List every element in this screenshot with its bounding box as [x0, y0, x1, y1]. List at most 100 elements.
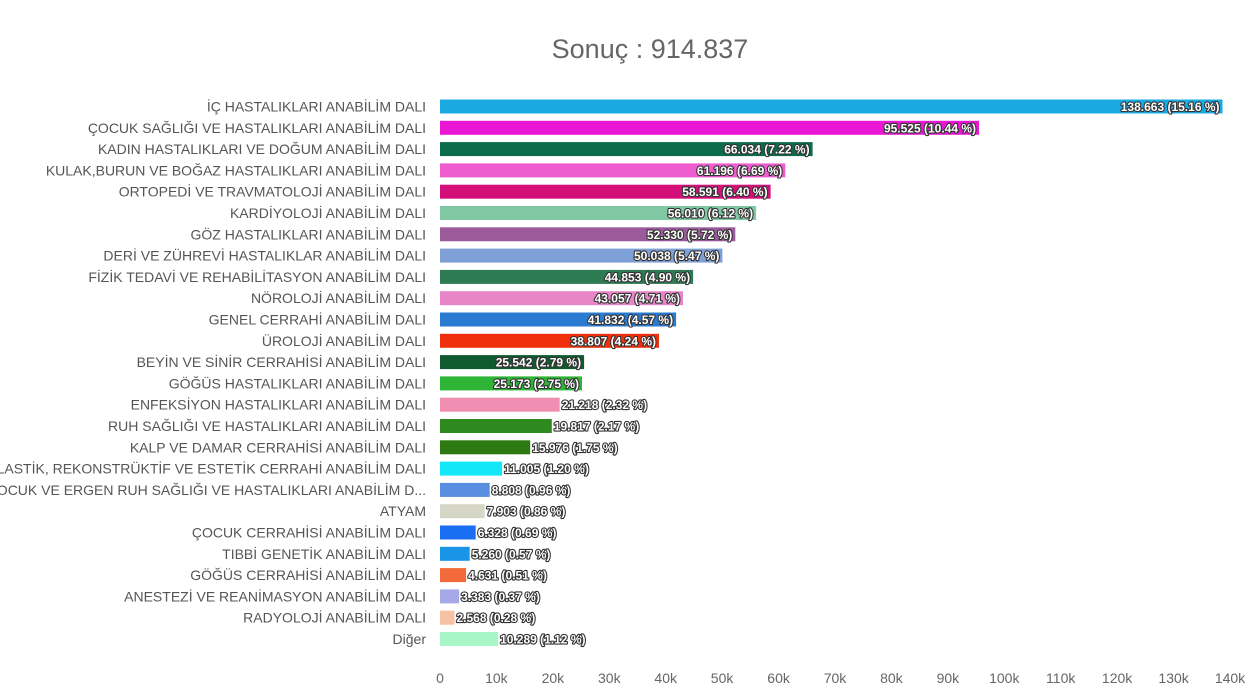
data-label: 56.010 (6.12 %): [668, 207, 753, 221]
data-label: 66.034 (7.22 %): [724, 143, 809, 157]
category-label: İÇ HASTALIKLARI ANABİLİM DALI: [207, 98, 426, 115]
bar[interactable]: [440, 610, 455, 625]
bar[interactable]: [440, 227, 736, 242]
bar[interactable]: [440, 546, 470, 561]
category-label: GÖĞÜS CERRAHİSİ ANABİLİM DALI: [190, 566, 426, 583]
data-label: 15.976 (1.75 %): [532, 441, 617, 455]
data-label: 3.383 (0.37 %): [461, 590, 540, 604]
category-label: ATYAM: [380, 503, 426, 519]
bar[interactable]: [440, 589, 460, 604]
data-label: 21.218 (2.32 %): [562, 398, 647, 412]
category-label: FİZİK TEDAVİ VE REHABİLİTASYON ANABİLİM …: [88, 268, 426, 285]
bar[interactable]: [440, 248, 723, 263]
bar[interactable]: [440, 312, 677, 327]
data-label: 7.903 (0.86 %): [487, 505, 566, 519]
bar[interactable]: [440, 163, 786, 178]
bar[interactable]: [440, 632, 499, 646]
category-label: RADYOLOJİ ANABİLİM DALI: [243, 609, 426, 626]
bar[interactable]: [440, 291, 683, 306]
data-label: 61.196 (6.69 %): [697, 164, 782, 178]
data-label: 19.817 (2.17 %): [554, 420, 639, 434]
category-label: KULAK,BURUN VE BOĞAZ HASTALIKLARI ANABİL…: [46, 161, 426, 178]
x-tick-label: 100k: [989, 670, 1020, 686]
bar[interactable]: [440, 206, 757, 220]
category-label: TIBBİ GENETİK ANABİLİM DALI: [222, 545, 426, 562]
x-tick-label: 40k: [654, 670, 678, 686]
category-label: GÖZ HASTALIKLARI ANABİLİM DALI: [191, 225, 426, 242]
bar[interactable]: [440, 461, 503, 476]
x-tick-label: 90k: [937, 670, 961, 686]
data-label: 6.328 (0.69 %): [478, 526, 557, 540]
bar[interactable]: [440, 184, 771, 199]
data-label: 52.330 (5.72 %): [647, 228, 732, 242]
data-label: 43.057 (4.71 %): [595, 292, 680, 306]
category-label: GÖĞÜS HASTALIKLARI ANABİLİM DALI: [169, 374, 426, 391]
bars-layer: [440, 99, 1223, 646]
category-label: Diğer: [393, 631, 427, 647]
x-tick-label: 140k: [1215, 670, 1246, 686]
bar[interactable]: [440, 333, 659, 348]
bar[interactable]: [440, 525, 476, 540]
category-label: ENFEKSİYON HASTALIKLARI ANABİLİM DALI: [131, 396, 426, 413]
bar[interactable]: [440, 142, 813, 157]
x-tick-label: 10k: [485, 670, 509, 686]
x-tick-label: 130k: [1158, 670, 1189, 686]
category-label: RUH SAĞLIĞI VE HASTALIKLARI ANABİLİM DAL…: [108, 417, 426, 434]
data-label: 25.173 (2.75 %): [494, 377, 579, 391]
category-label: ÜROLOJİ ANABİLİM DALI: [262, 332, 426, 349]
bar[interactable]: [440, 376, 582, 391]
category-label: KALP VE DAMAR CERRAHİSİ ANABİLİM DALI: [130, 438, 426, 455]
category-label: ÇOCUK CERRAHİSİ ANABİLİM DALI: [192, 524, 426, 541]
category-label: NÖROLOJİ ANABİLİM DALI: [251, 289, 426, 306]
x-tick-label: 60k: [767, 670, 791, 686]
data-label: 11.005 (1.20 %): [504, 462, 589, 476]
data-label: 38.807 (4.24 %): [571, 334, 656, 348]
data-label: 50.038 (5.47 %): [634, 249, 719, 263]
category-label: DERİ VE ZÜHREVİ HASTALIKLAR ANABİLİM DAL…: [103, 247, 426, 264]
bar[interactable]: [440, 397, 560, 412]
x-tick-label: 50k: [711, 670, 735, 686]
bar[interactable]: [440, 440, 531, 455]
bar[interactable]: [440, 99, 1223, 114]
x-tick-label: 80k: [880, 670, 904, 686]
bar[interactable]: [440, 419, 552, 433]
category-label: ANESTEZİ VE REANİMASYON ANABİLİM DALI: [124, 587, 426, 604]
x-tick-label: 30k: [598, 670, 622, 686]
x-tick-label: 120k: [1102, 670, 1133, 686]
category-label: PLASTİK, REKONSTRÜKTİF VE ESTETİK CERRAH…: [0, 460, 426, 477]
data-label: 10.289 (1.12 %): [500, 633, 585, 647]
category-label: ÇOCUK VE ERGEN RUH SAĞLIĞI VE HASTALIKLA…: [0, 481, 426, 498]
chart-title: Sonuç : 914.837: [552, 34, 749, 64]
data-label: 95.525 (10.44 %): [884, 121, 976, 135]
bar[interactable]: [440, 120, 979, 135]
x-tick-label: 20k: [542, 670, 566, 686]
data-label: 4.631 (0.51 %): [468, 569, 547, 583]
bar[interactable]: [440, 504, 485, 519]
bar[interactable]: [440, 568, 467, 583]
data-label: 5.260 (0.57 %): [472, 547, 551, 561]
bar[interactable]: [440, 482, 490, 497]
data-label: 44.853 (4.90 %): [605, 270, 690, 284]
bar[interactable]: [440, 269, 694, 284]
bar[interactable]: [440, 355, 585, 370]
category-label: ÇOCUK SAĞLIĞI VE HASTALIKLARI ANABİLİM D…: [88, 119, 426, 136]
category-label: ORTOPEDİ VE TRAVMATOLOJİ ANABİLİM DALI: [119, 183, 426, 200]
category-label: KADIN HASTALIKLARI VE DOĞUM ANABİLİM DAL…: [98, 140, 426, 157]
x-axis: 0 10k 20k 30k 40k 50k 60k 70k 80k 90k 100k 110k 120k…: [436, 670, 1246, 686]
data-label: 25.542 (2.79 %): [496, 356, 581, 370]
x-tick-label: 0: [436, 670, 444, 686]
x-tick-label: 110k: [1046, 670, 1076, 686]
category-labels: İÇ HASTALIKLARI ANABİLİM DALI ÇOCUK SAĞLI…: [0, 98, 426, 648]
category-label: GENEL CERRAHİ ANABİLİM DALI: [209, 311, 426, 328]
x-tick-label: 70k: [824, 670, 848, 686]
category-label: BEYİN VE SİNİR CERRAHİSİ ANABİLİM DALI: [137, 353, 426, 370]
data-label: 2.568 (0.28 %): [457, 611, 536, 625]
data-label: 58.591 (6.40 %): [682, 185, 767, 199]
data-labels: 138.663 (15.16 %) 95.525 (10.44 %) 66.034 …: [455, 99, 1220, 648]
category-label: KARDİYOLOJİ ANABİLİM DALI: [230, 204, 426, 221]
data-label: 8.808 (0.96 %): [492, 483, 571, 497]
data-label: 41.832 (4.57 %): [588, 313, 673, 327]
data-label: 138.663 (15.16 %): [1121, 100, 1220, 114]
